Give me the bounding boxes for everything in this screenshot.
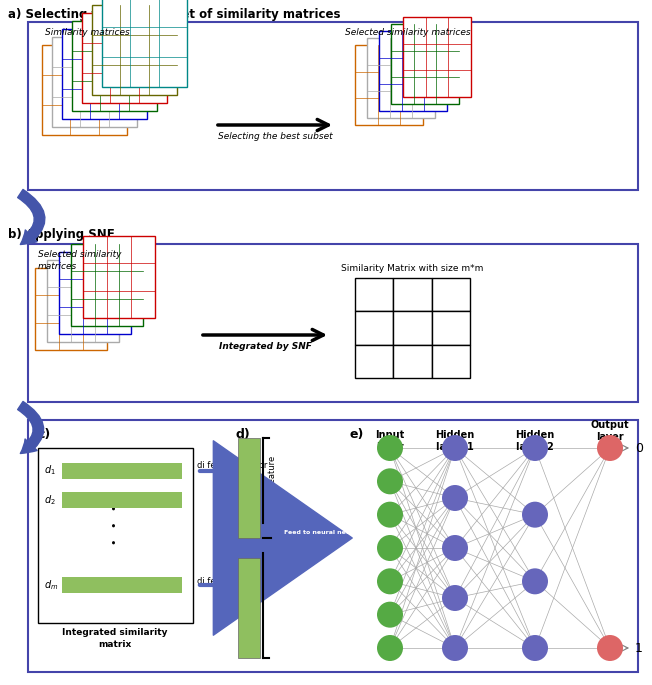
Circle shape xyxy=(442,535,468,561)
FancyBboxPatch shape xyxy=(355,312,393,345)
Polygon shape xyxy=(82,13,167,103)
Polygon shape xyxy=(52,37,137,127)
Circle shape xyxy=(377,635,403,661)
Text: Selecting the best subset: Selecting the best subset xyxy=(218,132,333,141)
Text: +: + xyxy=(241,521,256,539)
Circle shape xyxy=(522,501,548,527)
FancyBboxPatch shape xyxy=(28,420,638,672)
Polygon shape xyxy=(35,268,107,350)
FancyBboxPatch shape xyxy=(62,463,182,479)
Polygon shape xyxy=(72,21,157,111)
FancyBboxPatch shape xyxy=(62,492,182,508)
Circle shape xyxy=(377,535,403,561)
FancyBboxPatch shape xyxy=(393,312,432,345)
FancyBboxPatch shape xyxy=(238,438,260,538)
Polygon shape xyxy=(367,38,435,118)
Text: Feed to neural network: Feed to neural network xyxy=(284,530,366,535)
Text: 1: 1 xyxy=(635,641,643,654)
Polygon shape xyxy=(42,45,127,135)
FancyBboxPatch shape xyxy=(393,345,432,378)
Text: Output
layer: Output layer xyxy=(591,420,629,443)
FancyBboxPatch shape xyxy=(355,278,393,312)
FancyArrowPatch shape xyxy=(18,401,44,453)
Text: Input
layer: Input layer xyxy=(376,430,405,452)
Text: $d_1$: $d_1$ xyxy=(44,463,56,477)
Text: Similarity Matrix with size m*m: Similarity Matrix with size m*m xyxy=(341,264,484,273)
Text: dj feature vector: dj feature vector xyxy=(197,577,267,586)
Text: b) Applying SNF: b) Applying SNF xyxy=(8,228,115,241)
Polygon shape xyxy=(379,31,447,111)
Polygon shape xyxy=(59,252,131,334)
Text: Integrated by SNF: Integrated by SNF xyxy=(218,342,312,351)
Text: Selected similarity matrices: Selected similarity matrices xyxy=(345,28,471,37)
Text: •   •   •: • • • xyxy=(110,505,120,545)
Circle shape xyxy=(377,435,403,461)
Polygon shape xyxy=(62,29,147,119)
Polygon shape xyxy=(391,24,459,104)
Circle shape xyxy=(377,469,403,495)
Text: di feature vector: di feature vector xyxy=(197,460,267,469)
Text: Hidden
layer 1: Hidden layer 1 xyxy=(436,430,475,452)
Circle shape xyxy=(522,569,548,595)
Text: Selected similarity
matrices: Selected similarity matrices xyxy=(38,250,121,271)
FancyArrowPatch shape xyxy=(18,190,45,245)
Circle shape xyxy=(442,635,468,661)
FancyBboxPatch shape xyxy=(432,278,470,312)
Polygon shape xyxy=(47,260,119,342)
Text: Hidden
layer 2: Hidden layer 2 xyxy=(515,430,555,452)
FancyBboxPatch shape xyxy=(238,558,260,658)
Circle shape xyxy=(377,601,403,627)
Polygon shape xyxy=(355,45,423,125)
Text: Similarity matrices: Similarity matrices xyxy=(45,28,130,37)
Polygon shape xyxy=(71,244,143,326)
Text: a) Selecting the best subset of similarity matrices: a) Selecting the best subset of similari… xyxy=(8,8,340,21)
Text: Concatenated feature
vector: Concatenated feature vector xyxy=(268,456,288,548)
Polygon shape xyxy=(92,5,177,95)
Circle shape xyxy=(442,485,468,511)
FancyBboxPatch shape xyxy=(28,22,638,190)
Polygon shape xyxy=(403,17,471,97)
Text: $d_m$: $d_m$ xyxy=(44,578,58,592)
Polygon shape xyxy=(83,236,155,318)
FancyBboxPatch shape xyxy=(355,345,393,378)
FancyBboxPatch shape xyxy=(62,577,182,593)
Circle shape xyxy=(597,435,623,461)
Circle shape xyxy=(597,635,623,661)
Text: Integrated similarity
matrix: Integrated similarity matrix xyxy=(62,628,168,649)
Text: e): e) xyxy=(350,428,364,441)
Circle shape xyxy=(442,585,468,611)
Circle shape xyxy=(377,501,403,527)
FancyBboxPatch shape xyxy=(393,278,432,312)
Text: 0: 0 xyxy=(635,442,643,455)
FancyBboxPatch shape xyxy=(28,244,638,402)
FancyBboxPatch shape xyxy=(38,448,193,623)
Text: d): d) xyxy=(235,428,250,441)
Circle shape xyxy=(522,435,548,461)
Polygon shape xyxy=(102,0,187,87)
Circle shape xyxy=(522,635,548,661)
Circle shape xyxy=(442,435,468,461)
FancyBboxPatch shape xyxy=(432,345,470,378)
Circle shape xyxy=(377,569,403,595)
FancyBboxPatch shape xyxy=(432,312,470,345)
Text: c): c) xyxy=(38,428,52,441)
Text: $d_2$: $d_2$ xyxy=(44,493,55,507)
